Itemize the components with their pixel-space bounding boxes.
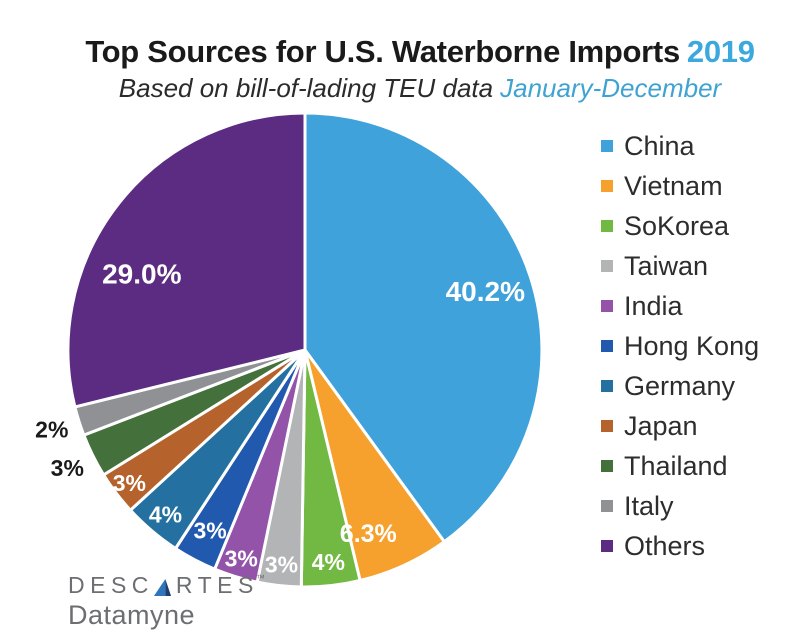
pie-label-taiwan: 3% <box>265 551 298 577</box>
legend-label-thailand: Thailand <box>624 450 728 481</box>
chart-title: Top Sources for U.S. Waterborne Imports 2… <box>40 34 800 70</box>
legend-swatch-hong-kong <box>601 340 613 352</box>
chart-subtitle-text: Based on bill-of-lading TEU data <box>118 72 494 103</box>
chart-subtitle: Based on bill-of-lading TEU data January-… <box>40 72 800 103</box>
legend-item-italy: Italy <box>601 486 759 526</box>
logo-brand-right: RTES <box>175 572 259 598</box>
legend-swatch-japan <box>601 420 613 432</box>
legend-item-others: Others <box>601 526 759 566</box>
chart-header: Top Sources for U.S. Waterborne Imports 2… <box>40 34 800 102</box>
legend-swatch-italy <box>601 500 613 512</box>
legend-swatch-germany <box>601 380 613 392</box>
descartes-triangle-icon <box>153 578 171 597</box>
legend: China Vietnam SoKorea Taiwan India Hong Kong G… <box>601 126 759 566</box>
pie-label-thailand: 3% <box>51 455 84 481</box>
pie-label-vietnam: 6.3% <box>340 520 397 548</box>
logo-brand-left: DESC <box>68 572 154 598</box>
pie-label-hong-kong: 3% <box>193 517 226 543</box>
pie-label-sokorea: 4% <box>312 549 345 575</box>
descartes-datamyne-logo: DESC RTES ™ Datamyne <box>68 574 265 629</box>
legend-item-thailand: Thailand <box>601 446 759 486</box>
logo-brand-row: DESC RTES ™ <box>68 574 265 597</box>
pie-label-india: 3% <box>225 546 258 572</box>
pie-label-china: 40.2% <box>446 276 525 307</box>
chart-title-text: Top Sources for U.S. Waterborne Imports <box>85 34 680 69</box>
chart-subtitle-period: January-December <box>500 72 722 103</box>
pie-label-japan: 3% <box>113 470 146 496</box>
legend-label-taiwan: Taiwan <box>624 250 709 281</box>
legend-label-japan: Japan <box>624 410 698 441</box>
legend-label-italy: Italy <box>624 490 674 521</box>
pie-label-italy: 2% <box>35 417 68 443</box>
legend-label-china: China <box>624 130 695 161</box>
legend-item-india: India <box>601 286 759 326</box>
legend-item-china: China <box>601 126 759 166</box>
legend-swatch-india <box>601 300 613 312</box>
legend-swatch-others <box>601 540 613 552</box>
legend-item-taiwan: Taiwan <box>601 246 759 286</box>
legend-item-hong-kong: Hong Kong <box>601 326 759 366</box>
pie-slice-others <box>66 111 307 409</box>
legend-label-india: India <box>624 290 683 321</box>
legend-swatch-vietnam <box>601 180 613 192</box>
legend-swatch-taiwan <box>601 260 613 272</box>
legend-label-sokorea: SoKorea <box>624 210 730 241</box>
pie-label-germany: 4% <box>149 502 182 528</box>
legend-swatch-sokorea <box>601 220 613 232</box>
pie-slice-china <box>303 111 544 544</box>
legend-item-sokorea: SoKorea <box>601 206 759 246</box>
logo-product: Datamyne <box>68 600 196 630</box>
legend-item-japan: Japan <box>601 406 759 446</box>
legend-swatch-china <box>601 140 613 152</box>
chart-title-year: 2019 <box>686 34 755 69</box>
legend-item-germany: Germany <box>601 366 759 406</box>
legend-label-germany: Germany <box>624 370 736 401</box>
legend-item-vietnam: Vietnam <box>601 166 759 206</box>
legend-label-others: Others <box>624 530 706 561</box>
legend-label-hong-kong: Hong Kong <box>624 330 760 361</box>
legend-label-vietnam: Vietnam <box>624 170 723 201</box>
logo-trademark: ™ <box>255 573 265 583</box>
pie-label-others: 29.0% <box>102 258 181 289</box>
legend-swatch-thailand <box>601 460 613 472</box>
